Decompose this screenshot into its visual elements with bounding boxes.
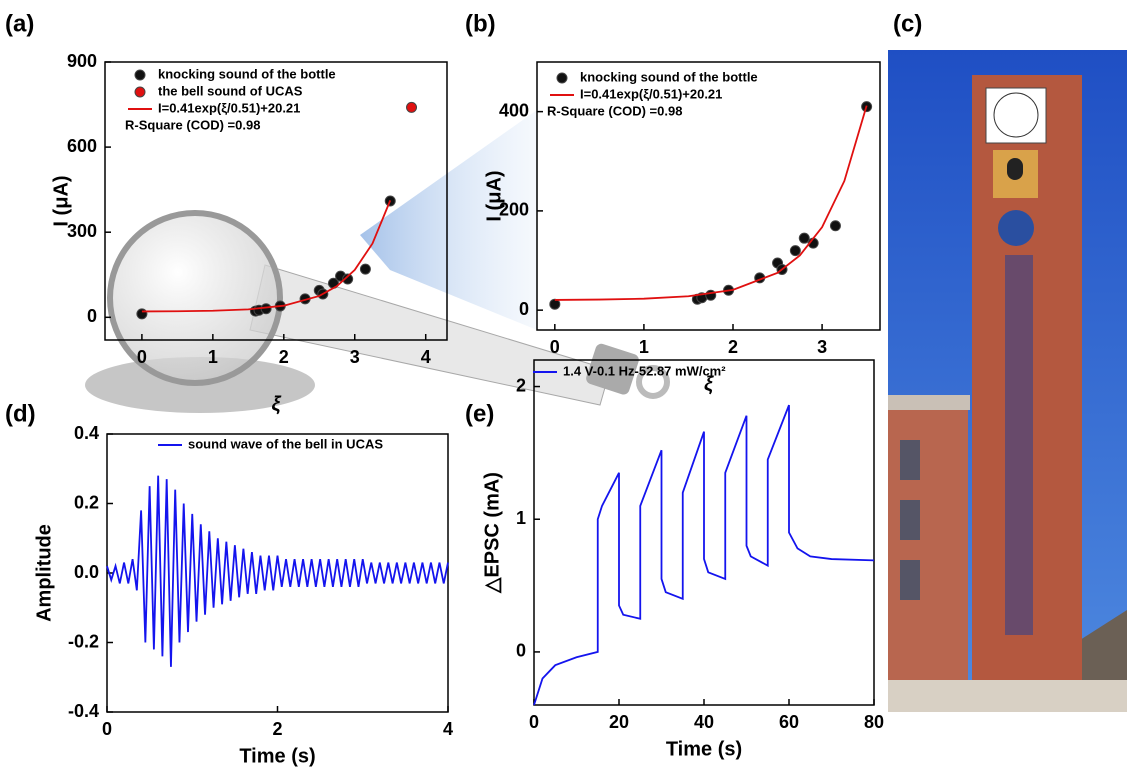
y-axis-title: Amplitude (33, 524, 55, 622)
y-tick-label: 0 (87, 306, 97, 326)
x-tick-label: 2 (728, 337, 738, 357)
x-tick-label: 0 (529, 712, 539, 732)
legend-marker (556, 72, 568, 84)
y-tick-label: 2 (516, 375, 526, 395)
x-tick-label: 40 (694, 712, 714, 732)
x-axis-title: ξ (704, 373, 714, 395)
panel-label: (b) (465, 10, 496, 37)
x-tick-label: 0 (102, 719, 112, 739)
legend-label: I=0.41exp(ξ/0.51)+20.21 (158, 100, 300, 115)
x-tick-label: 3 (817, 337, 827, 357)
y-tick-label: -0.4 (68, 701, 99, 721)
photo (888, 50, 1127, 712)
x-tick-label: 0 (137, 347, 147, 367)
y-axis-title: I (μA) (483, 170, 505, 221)
x-tick-label: 4 (443, 719, 453, 739)
x-tick-label: 3 (350, 347, 360, 367)
y-tick-label: 0 (519, 299, 529, 319)
y-tick-label: -0.2 (68, 631, 99, 651)
data-point (789, 245, 801, 257)
panel-label: (e) (465, 400, 494, 427)
data-point (798, 232, 810, 244)
panel-label: (c) (893, 10, 922, 37)
y-tick-label: 1 (516, 508, 526, 528)
data-point (406, 101, 418, 113)
y-tick-label: 0.2 (74, 492, 99, 512)
annotation: R-Square (COD) =0.98 (547, 103, 682, 118)
data-point (260, 303, 272, 315)
panel-label: (a) (5, 10, 34, 37)
data-line (141, 200, 392, 313)
legend-label: I=0.41exp(ξ/0.51)+20.21 (580, 86, 722, 101)
data-point (829, 220, 841, 232)
magnifier (85, 110, 670, 413)
x-tick-label: 80 (864, 712, 884, 732)
y-tick-label: 300 (67, 221, 97, 241)
x-tick-label: 2 (272, 719, 282, 739)
y-tick-label: 200 (499, 200, 529, 220)
data-line (533, 404, 875, 706)
x-axis-title: Time (s) (239, 745, 315, 767)
panel-label: (d) (5, 400, 36, 427)
y-tick-label: 0 (516, 641, 526, 661)
data-point (342, 273, 354, 285)
x-tick-label: 60 (779, 712, 799, 732)
legend-marker (134, 86, 146, 98)
data-point (136, 308, 148, 320)
annotation: R-Square (COD) =0.98 (125, 117, 260, 132)
data-line (106, 475, 449, 667)
x-tick-label: 0 (550, 337, 560, 357)
y-tick-label: 900 (67, 51, 97, 71)
x-tick-label: 1 (208, 347, 218, 367)
y-tick-label: 0.0 (74, 562, 99, 582)
legend-label: the bell sound of UCAS (158, 83, 303, 98)
data-point (359, 263, 371, 275)
legend-label: sound wave of the bell in UCAS (188, 436, 383, 451)
legend-label: knocking sound of the bottle (158, 66, 336, 81)
legend-label: knocking sound of the bottle (580, 69, 758, 84)
x-tick-label: 20 (609, 712, 629, 732)
x-tick-label: 4 (421, 347, 431, 367)
y-axis-title: △EPSC (mA) (481, 472, 503, 594)
y-tick-label: 400 (499, 100, 529, 120)
plot-frame (536, 61, 881, 331)
legend-label: 1.4 V-0.1 Hz-52.87 mW/cm² (563, 363, 726, 378)
x-tick-label: 2 (279, 347, 289, 367)
x-axis-title: Time (s) (666, 738, 742, 760)
plot-frame (104, 61, 448, 341)
y-axis-title: I (μA) (50, 175, 72, 226)
legend-marker (134, 69, 146, 81)
x-axis-title: ξ (272, 393, 282, 415)
y-tick-label: 0.4 (74, 423, 99, 443)
y-tick-label: 600 (67, 136, 97, 156)
x-tick-label: 1 (639, 337, 649, 357)
data-line (554, 105, 868, 301)
